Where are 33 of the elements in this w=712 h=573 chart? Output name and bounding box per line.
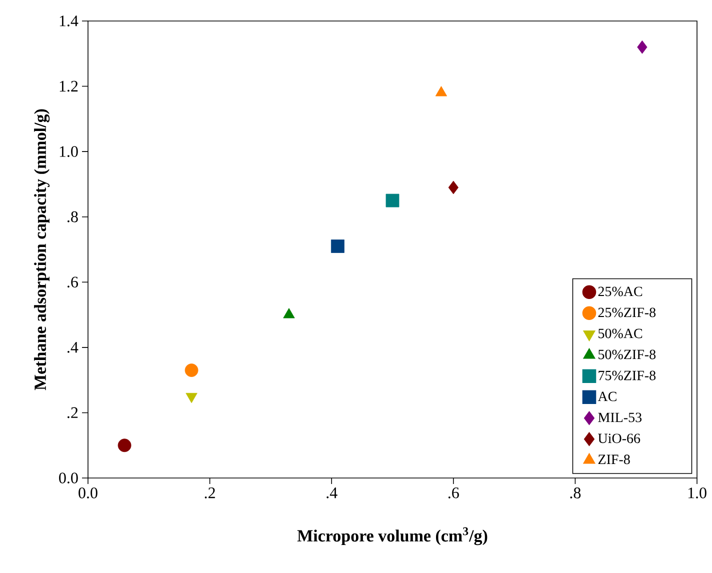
x-tick-label: 0.0 xyxy=(78,488,98,498)
legend-label: 50%AC xyxy=(598,328,642,338)
legend-label: UiO-66 xyxy=(598,434,640,444)
x-tick-label: .4 xyxy=(326,488,338,498)
point xyxy=(386,194,400,208)
y-axis-title: Methane adsorption capacity (mmol/g) xyxy=(34,109,50,390)
x-tick-label: .2 xyxy=(204,488,215,498)
legend-label: 50%ZIF-8 xyxy=(598,350,656,360)
point xyxy=(435,86,448,96)
legend-label: AC xyxy=(598,392,616,402)
y-tick-label: 1.2 xyxy=(60,80,78,92)
y-tick-label: 1.0 xyxy=(60,146,78,157)
point xyxy=(448,180,458,194)
legend-label: ZIF-8 xyxy=(598,454,630,464)
y-tick-label: .2 xyxy=(68,407,78,418)
y-tick-label: .8 xyxy=(68,211,78,222)
y-tick-label: .6 xyxy=(68,276,78,288)
x-tick-label: .8 xyxy=(570,488,581,498)
y-tick-label: .4 xyxy=(68,342,78,353)
legend-label: 25%AC xyxy=(598,286,642,296)
point xyxy=(184,364,198,377)
y-tick-label: 0.0 xyxy=(59,472,78,484)
point xyxy=(186,392,198,404)
point xyxy=(330,240,344,253)
y-tick-label: 1.4 xyxy=(60,16,78,26)
legend-label: 75%ZIF-8 xyxy=(598,370,656,380)
x-tick-label: 1.0 xyxy=(688,488,706,498)
legend-label: MIL-53 xyxy=(598,412,642,422)
point xyxy=(118,438,132,452)
legend-label: 25%ZIF-8 xyxy=(598,308,656,318)
x-axis-title: Micropore volume (cm$^{3}$/g) xyxy=(297,527,488,546)
point xyxy=(637,40,648,54)
x-tick-label: .6 xyxy=(448,488,459,498)
